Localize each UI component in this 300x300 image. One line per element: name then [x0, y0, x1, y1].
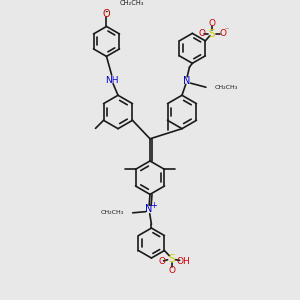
- Text: O: O: [208, 19, 215, 28]
- Text: OH: OH: [177, 257, 190, 266]
- Text: N: N: [184, 76, 191, 86]
- Text: CH₂CH₃: CH₂CH₃: [215, 85, 238, 90]
- Text: S: S: [208, 28, 215, 39]
- Text: O: O: [103, 9, 110, 20]
- Text: O: O: [158, 257, 165, 266]
- Text: O: O: [198, 28, 205, 38]
- Text: ⁻: ⁻: [224, 26, 229, 35]
- Text: S: S: [168, 254, 175, 264]
- Text: O: O: [168, 266, 175, 274]
- Text: +: +: [150, 201, 157, 210]
- Text: O: O: [219, 28, 226, 38]
- Text: CH₂CH₃: CH₂CH₃: [101, 210, 124, 215]
- Text: CH₂CH₃: CH₂CH₃: [119, 0, 144, 6]
- Text: NH: NH: [105, 76, 119, 85]
- Text: N: N: [145, 204, 152, 214]
